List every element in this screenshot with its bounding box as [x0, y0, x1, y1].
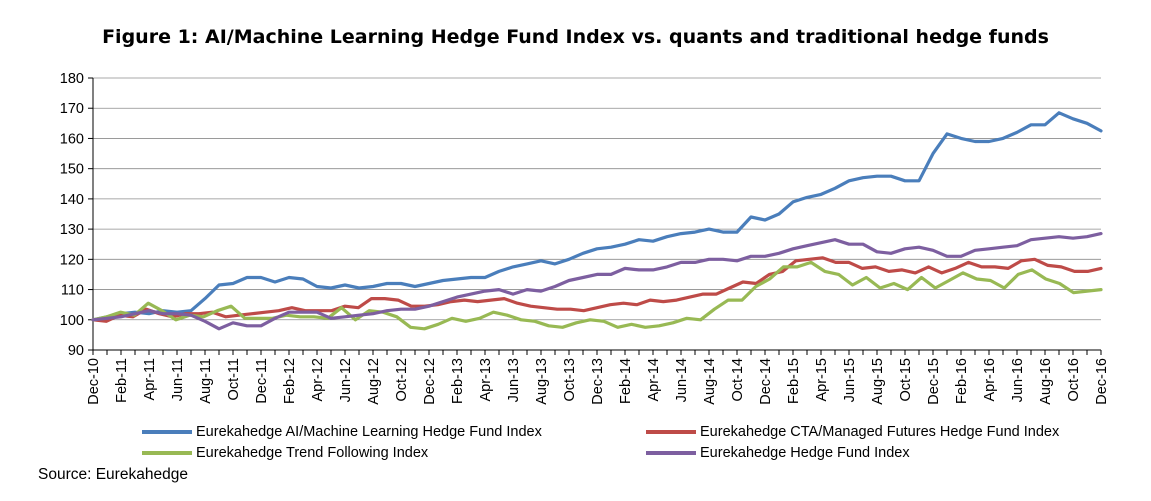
- xtick-label: Dec-10: [86, 358, 102, 405]
- xtick-label: Dec-15: [926, 358, 942, 405]
- legend-item-cta: Eurekahedge CTA/Managed Futures Hedge Fu…: [646, 424, 1059, 440]
- xtick-label: Oct-13: [562, 358, 578, 402]
- xtick-label: Aug-12: [366, 358, 382, 405]
- legend-label-cta: Eurekahedge CTA/Managed Futures Hedge Fu…: [700, 424, 1060, 440]
- xtick-label: Jun-14: [674, 358, 690, 402]
- series-line-0: [91, 111, 1103, 322]
- xtick-label: Dec-16: [1094, 358, 1110, 405]
- legend-item-trend: Eurekahedge Trend Following Index: [142, 445, 428, 461]
- legend-swatch-ai: [142, 430, 192, 435]
- ytick-label: 170: [60, 101, 84, 117]
- legend-item-hf: Eurekahedge Hedge Fund Index: [646, 445, 910, 461]
- xtick-label: Apr-11: [142, 358, 158, 400]
- legend-label-ai: Eurekahedge AI/Machine Learning Hedge Fu…: [196, 424, 542, 440]
- xtick-label: Apr-13: [478, 358, 494, 402]
- xtick-label: Feb-13: [450, 358, 466, 404]
- ytick-label: 140: [60, 192, 84, 208]
- xtick-label: Oct-12: [394, 358, 410, 402]
- xtick-label: Feb-15: [786, 358, 802, 404]
- series-line-1: [91, 256, 1103, 323]
- xtick-label: Oct-15: [898, 358, 914, 402]
- ytick-label: 160: [60, 131, 84, 147]
- ytick-label: 110: [61, 283, 84, 299]
- xtick-label: Oct-16: [1066, 358, 1082, 402]
- chart-title: Figure 1: AI/Machine Learning Hedge Fund…: [102, 26, 1049, 48]
- ytick-label: 150: [60, 162, 84, 178]
- xtick-label: Jun-12: [338, 358, 354, 402]
- legend-swatch-cta: [646, 430, 696, 435]
- xtick-label: Apr-12: [310, 358, 326, 402]
- xtick-label: Aug-11: [198, 358, 214, 404]
- legend-label-trend: Eurekahedge Trend Following Index: [196, 445, 429, 461]
- xtick-label: Apr-14: [646, 358, 662, 402]
- ytick-label: 120: [60, 252, 84, 268]
- xtick-label: Dec-12: [422, 358, 438, 405]
- xtick-label: Jun-13: [506, 358, 522, 402]
- xtick-label: Dec-11: [254, 358, 270, 404]
- xtick-label: Aug-14: [702, 358, 718, 405]
- legend-swatch-trend: [142, 451, 192, 456]
- ytick-label: 100: [60, 313, 84, 329]
- xtick-label: Feb-11: [114, 358, 130, 403]
- xtick-label: Feb-14: [618, 358, 634, 404]
- xtick-label: Dec-14: [758, 358, 774, 405]
- ytick-label: 180: [60, 71, 84, 87]
- legend-label-hf: Eurekahedge Hedge Fund Index: [700, 445, 910, 461]
- source-note: Source: Eurekahedge: [38, 466, 188, 483]
- series-line-2: [91, 260, 1103, 331]
- xtick-label: Feb-12: [282, 358, 298, 404]
- xtick-label: Feb-16: [954, 358, 970, 404]
- xtick-label: Apr-16: [982, 358, 998, 402]
- xtick-label: Aug-15: [870, 358, 886, 405]
- xtick-label: Dec-13: [590, 358, 606, 405]
- xtick-label: Aug-13: [534, 358, 550, 405]
- xtick-label: Jun-16: [1010, 358, 1026, 402]
- series-line-3: [91, 232, 1103, 331]
- xtick-label: Oct-11: [226, 358, 242, 400]
- legend-item-ai: Eurekahedge AI/Machine Learning Hedge Fu…: [142, 424, 542, 440]
- legend-swatch-hf: [646, 451, 696, 456]
- xtick-label: Apr-15: [814, 358, 830, 402]
- xtick-label: Oct-14: [730, 358, 746, 402]
- ytick-label: 90: [68, 343, 84, 359]
- xtick-label: Jun-11: [170, 358, 186, 401]
- xtick-label: Aug-16: [1038, 358, 1054, 405]
- xtick-label: Jun-15: [842, 358, 858, 402]
- ytick-label: 130: [60, 222, 84, 238]
